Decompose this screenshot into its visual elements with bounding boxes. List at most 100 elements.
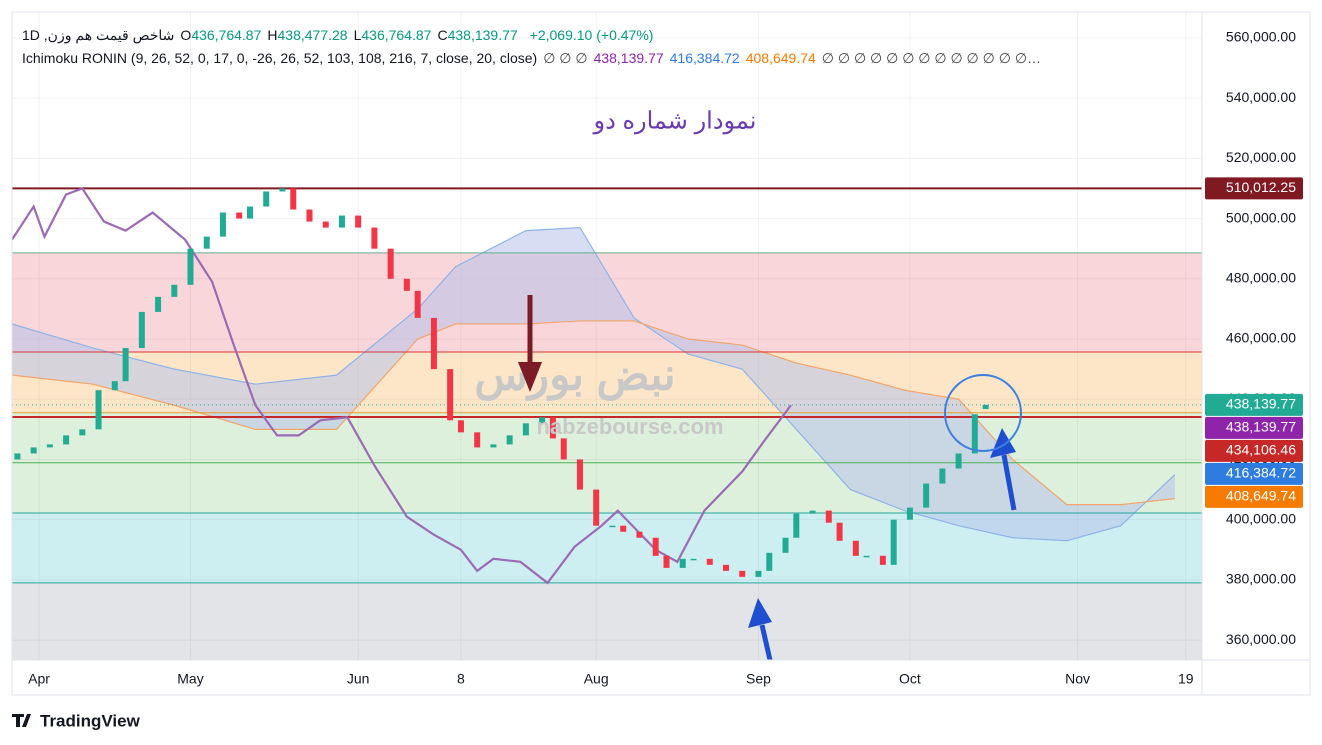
candle-body (706, 558, 713, 565)
chart-title: نمودار شماره دو (593, 107, 757, 134)
candle-body (138, 311, 145, 349)
candle-body (955, 453, 962, 469)
candle-body (414, 290, 421, 318)
x-tick-label: Jun (347, 671, 370, 687)
lagging-line (12, 187, 792, 585)
candle-body (447, 369, 454, 421)
candle-body (766, 552, 773, 571)
candle-body (793, 513, 800, 538)
candle-body (95, 390, 102, 430)
price-label: 434,106.46 (1226, 442, 1296, 458)
y-tick-label: 360,000.00 (1226, 631, 1296, 647)
y-tick-label: 560,000.00 (1226, 29, 1296, 45)
candle-body (739, 570, 746, 577)
arrow (1001, 454, 1017, 511)
change: +2,069.10 (+0.47%) (529, 27, 654, 43)
candle-body (371, 227, 378, 249)
candle-body (690, 558, 697, 561)
price-label: 438,139.77 (1226, 396, 1296, 412)
arrow-head (990, 428, 1016, 458)
candle-body (560, 438, 567, 460)
indicator: Ichimoku RONIN (9, 26, 52, 0, 17, 0, -26… (22, 50, 538, 66)
candle-body (322, 221, 329, 228)
candle-body (836, 522, 843, 541)
price-label: 510,012.25 (1226, 179, 1296, 195)
annotations (518, 295, 1022, 661)
candle-body (79, 429, 86, 436)
candle-body (782, 537, 789, 553)
candle-body (852, 540, 859, 556)
y-tick-label: 380,000.00 (1226, 571, 1296, 587)
price-label: 438,139.77 (1226, 419, 1296, 435)
candle-body (263, 191, 270, 207)
ohlc-value: 436,764.87 (361, 27, 432, 43)
candle-body (155, 296, 162, 312)
indicator-value: ∅ ∅ ∅ ∅ ∅ ∅ ∅ ∅ ∅ ∅ ∅ ∅ ∅… (821, 50, 1042, 66)
candle-body (906, 507, 913, 520)
ohlc-key: C (437, 27, 448, 43)
candle-body (474, 432, 481, 448)
indicator-row: Ichimoku RONIN (9, 26, 52, 0, 17, 0, -26… (22, 47, 1047, 70)
candle-body (825, 510, 832, 523)
candle-body (30, 447, 37, 454)
span-a (12, 226, 1176, 542)
candle-body (14, 453, 21, 460)
ohlc-value: 438,477.28 (277, 27, 348, 43)
candle-body (355, 215, 362, 228)
candle-body (879, 555, 886, 565)
frame (11, 11, 1311, 696)
candle-body (549, 417, 556, 439)
x-tick-label: May (177, 671, 203, 687)
candle-body (403, 278, 410, 291)
indicator-value: ∅ ∅ ∅ (543, 50, 588, 66)
price-label-box (1205, 177, 1303, 200)
price-label-box (1205, 439, 1303, 462)
candle-body (609, 525, 616, 528)
ohlc-key: L (353, 27, 362, 43)
arrow-head (748, 598, 772, 628)
x-tick-label: Aug (584, 671, 609, 687)
price-label-box (1205, 485, 1303, 508)
arrow (759, 624, 773, 661)
candle-body (539, 417, 546, 424)
legend-row: شاخص قیمت هم وزن, 1D O436,764.87 H438,477.… (22, 24, 1047, 47)
candle-body (971, 414, 978, 454)
branding: TradingView (40, 711, 141, 730)
candle-body (279, 188, 286, 192)
y-tick-label: 400,000.00 (1226, 510, 1296, 526)
ohlc-key: O (180, 27, 192, 43)
indicator-value: 408,649.74 (745, 50, 816, 66)
candle-body (171, 284, 178, 297)
candle-body (636, 531, 643, 538)
candle-body (939, 468, 946, 484)
candle-body (620, 525, 627, 532)
candle-body (679, 558, 686, 568)
price-label: 408,649.74 (1226, 488, 1296, 504)
candle-body (457, 420, 464, 433)
candle-body (755, 570, 762, 577)
candle-body (122, 348, 129, 382)
candle-body (219, 212, 226, 237)
candle-body (247, 206, 253, 219)
x-tick-label: Apr (28, 671, 50, 687)
indicator-value: 416,384.72 (669, 50, 740, 66)
x-tick-label: 8 (457, 671, 465, 687)
candle-body (576, 459, 583, 490)
y-tick-label: 500,000.00 (1226, 209, 1296, 225)
candle-body (506, 435, 513, 445)
candle-body (387, 248, 394, 279)
x-tick-label: Oct (899, 671, 921, 687)
candle-body (593, 489, 600, 526)
highlight-circle (944, 374, 1022, 452)
candle-body (809, 510, 816, 514)
candle-body (430, 317, 437, 370)
candle-body (290, 188, 297, 210)
candle-body (187, 248, 194, 285)
candle-body (203, 236, 210, 249)
candle-body (63, 435, 70, 445)
candle-body (306, 209, 313, 222)
plot-area (12, 12, 1202, 660)
candle-body (236, 212, 243, 219)
legend: شاخص قیمت هم وزن, 1D O436,764.87 H438,477.… (22, 24, 1047, 70)
